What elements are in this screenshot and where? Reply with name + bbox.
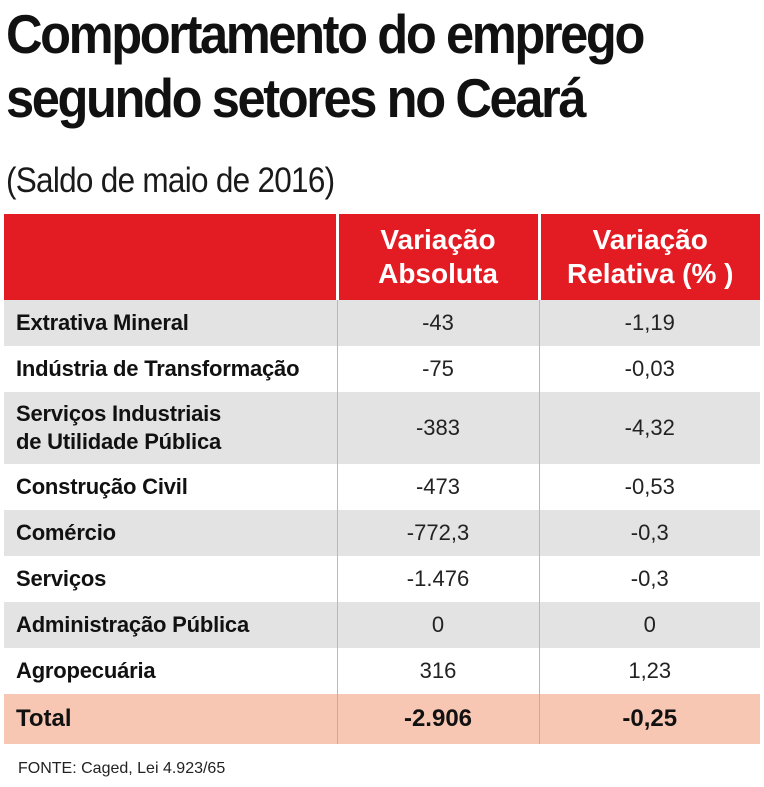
header-absolute-variation: Variação Absoluta	[335, 214, 539, 300]
total-row: Total -2.906 -0,25	[4, 694, 760, 744]
header-relative-line-2: Relativa (% )	[567, 258, 734, 289]
table-body: Extrativa Mineral -43 -1,19 Indústria de Tr…	[4, 300, 760, 694]
sector-label-line: Extrativa Mineral	[16, 310, 189, 335]
relative-variation-value: -0,3	[538, 510, 760, 556]
sector-label-line: Serviços Industriais	[16, 401, 222, 426]
absolute-variation-value: -772,3	[336, 510, 539, 556]
sector-label-cell: Administração Pública	[4, 602, 337, 648]
sector-label-line: Construção Civil	[16, 474, 188, 499]
total-relative-value: -0,25	[538, 694, 760, 744]
table-row: Extrativa Mineral -43 -1,19	[4, 300, 760, 346]
chart-subtitle: (Saldo de maio de 2016)	[6, 161, 335, 200]
employment-table: Variação Absoluta Variação Relativa (% )…	[4, 214, 760, 744]
sector-label-line: Administração Pública	[16, 612, 249, 637]
chart-title-line-1: Comportamento do emprego	[6, 3, 645, 65]
relative-variation-value: -1,19	[538, 300, 760, 346]
relative-variation-value: -0,03	[538, 346, 760, 392]
absolute-variation-value: -1.476	[336, 556, 539, 602]
table-row: Comércio -772,3 -0,3	[4, 510, 760, 556]
table-row: Administração Pública 0 0	[4, 602, 760, 648]
sector-label-cell: Serviços	[4, 556, 337, 602]
relative-variation-value: 0	[538, 602, 760, 648]
header-absolute-line-1: Variação	[380, 224, 496, 255]
header-relative-variation: Variação Relativa (% )	[537, 214, 760, 300]
relative-variation-value: -4,32	[538, 392, 760, 464]
sector-label-cell: Construção Civil	[4, 464, 337, 510]
absolute-variation-value: -43	[336, 300, 539, 346]
relative-variation-value: -0,3	[538, 556, 760, 602]
relative-variation-value: -0,53	[538, 464, 760, 510]
absolute-variation-value: -473	[336, 464, 539, 510]
header-sector-cell	[4, 214, 337, 300]
sector-label-cell: Extrativa Mineral	[4, 300, 337, 346]
total-label: Total	[4, 694, 337, 744]
table-row: Serviços Industriais de Utilidade Pública…	[4, 392, 760, 464]
chart-title-line-2: segundo setores no Ceará	[6, 67, 586, 129]
chart-title: Comportamento do emprego segundo setores…	[6, 2, 702, 130]
sector-label-line: Indústria de Transformação	[16, 356, 300, 381]
header-absolute-line-2: Absoluta	[378, 258, 498, 289]
absolute-variation-value: -75	[336, 346, 539, 392]
source-note: FONTE: Caged, Lei 4.923/65	[18, 760, 226, 777]
total-absolute-value: -2.906	[336, 694, 539, 744]
table-row: Serviços -1.476 -0,3	[4, 556, 760, 602]
sector-label-cell: Agropecuária	[4, 648, 337, 694]
table-row: Indústria de Transformação -75 -0,03	[4, 346, 760, 392]
sector-label-cell: Comércio	[4, 510, 337, 556]
sector-label-cell: Indústria de Transformação	[4, 346, 337, 392]
sector-label-cell: Serviços Industriais de Utilidade Pública	[4, 392, 337, 464]
sector-label-line: Serviços	[16, 566, 107, 591]
sector-label-line: de Utilidade Pública	[16, 429, 222, 454]
sector-label-line: Agropecuária	[16, 658, 156, 683]
absolute-variation-value: 0	[336, 602, 539, 648]
absolute-variation-value: 316	[336, 648, 539, 694]
sector-label-line: Comércio	[16, 520, 116, 545]
relative-variation-value: 1,23	[538, 648, 760, 694]
table-header-row: Variação Absoluta Variação Relativa (% )	[4, 214, 760, 300]
header-relative-line-1: Variação	[592, 224, 708, 255]
absolute-variation-value: -383	[336, 392, 539, 464]
table-row: Agropecuária 316 1,23	[4, 648, 760, 694]
table-row: Construção Civil -473 -0,53	[4, 464, 760, 510]
